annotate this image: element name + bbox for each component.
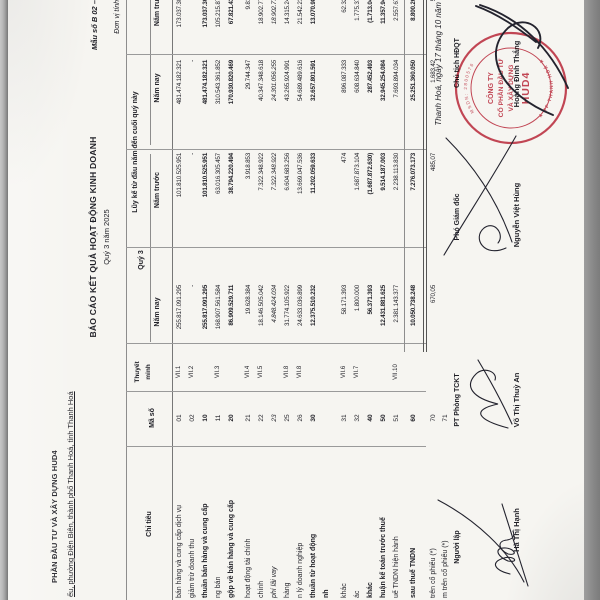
signature-chairman-stroke-2 — [475, 5, 537, 43]
scan-background-left — [0, 0, 10, 600]
signature-hung-tail — [445, 137, 513, 243]
company-stamp: MSDN: 2800576 ★ TP THANH HOÁ ★ CÔNG TY C… — [454, 31, 568, 145]
stamp-line-4: HUD4 — [520, 72, 532, 105]
scan-background-right — [584, 0, 600, 600]
signature-an-stroke — [470, 369, 509, 429]
stamp-line-1: CÔNG TY — [486, 72, 495, 104]
signature-hanh-stroke — [437, 499, 525, 583]
signature-chairman-stroke-1 — [479, 4, 569, 89]
stamp-line-2: CỔ PHẦN ĐẦU TƯ — [495, 58, 505, 117]
signature-an-underline — [477, 359, 513, 425]
report-page: PHẦN ĐẦU TƯ VÀ XÂY DỰNG HUD4 ếu, phường … — [8, 0, 588, 600]
signature-hanh-loops — [494, 530, 516, 575]
signature-hanh-underline — [501, 503, 529, 587]
handwritten-signatures — [437, 4, 569, 587]
signature-chairman-loop — [495, 21, 554, 116]
signature-hung-flourish — [443, 135, 517, 256]
signature-hung-loop — [478, 225, 507, 252]
